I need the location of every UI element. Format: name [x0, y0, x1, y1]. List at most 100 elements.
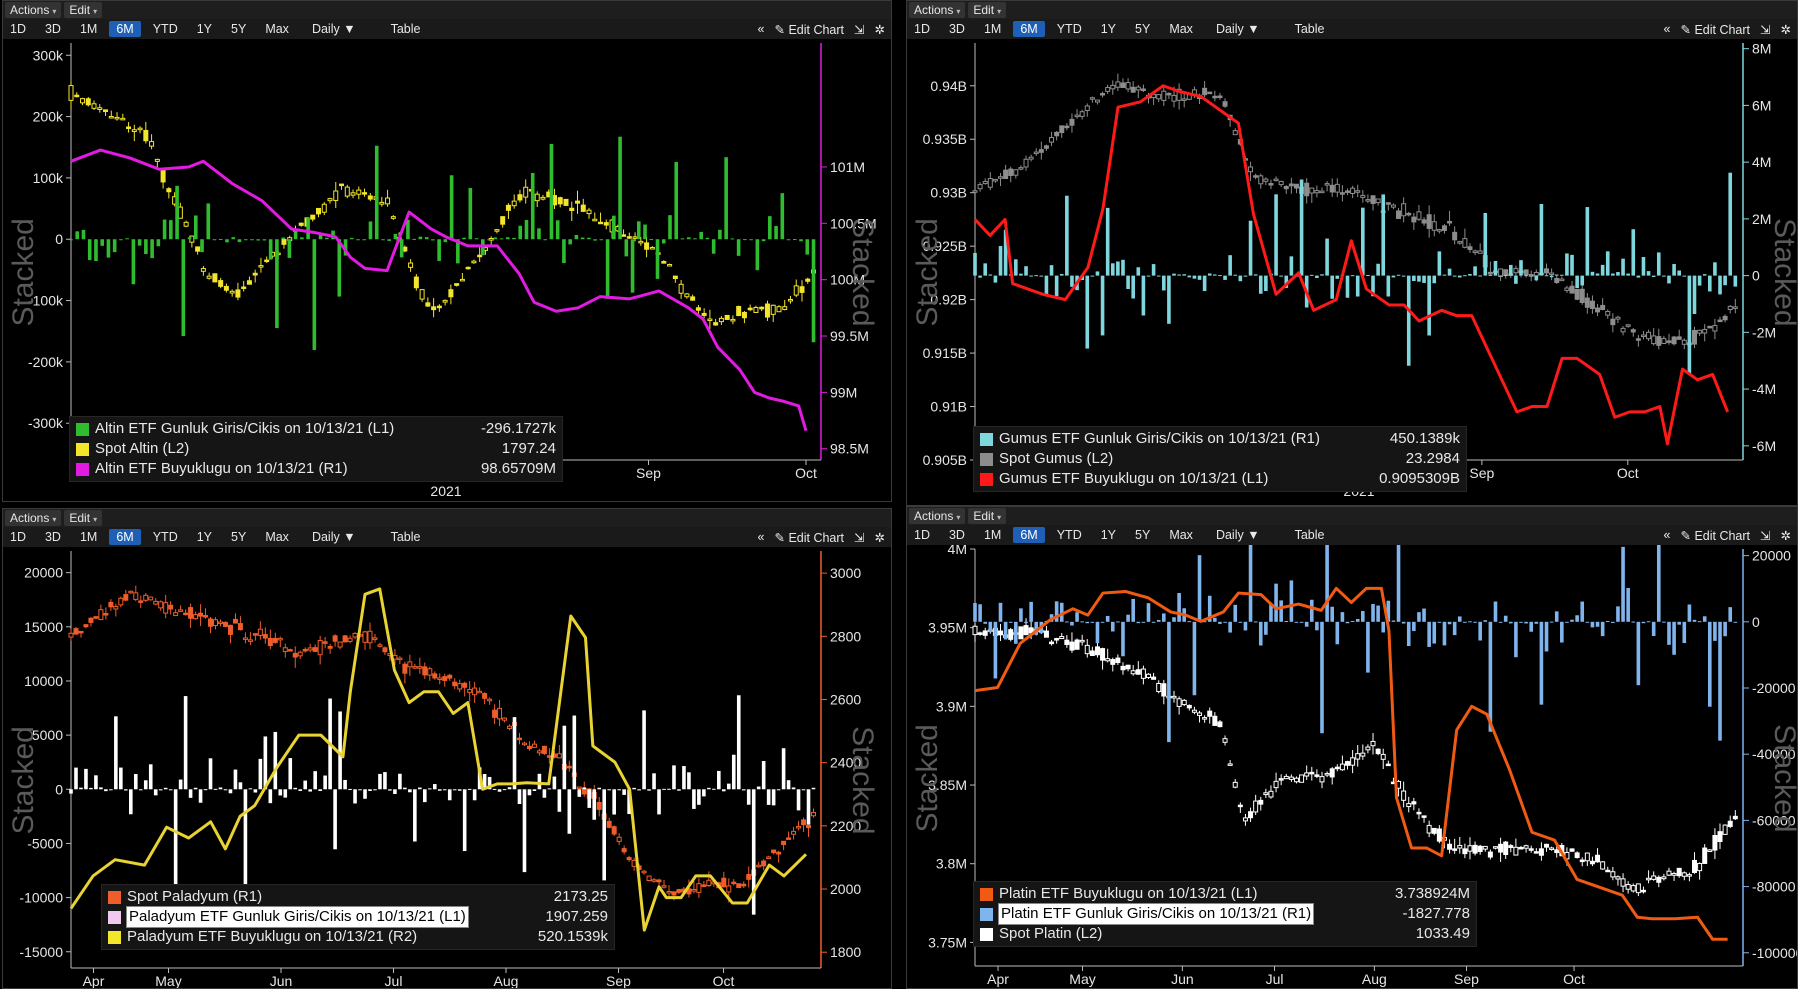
- period-button-1y[interactable]: 1Y: [1100, 22, 1117, 36]
- menu-actions[interactable]: Actions ▾: [5, 510, 62, 526]
- candle-body: [1345, 761, 1351, 766]
- frequency-dropdown[interactable]: Daily ▼: [305, 21, 363, 37]
- flow-bar: [437, 239, 441, 261]
- period-button-1y[interactable]: 1Y: [196, 530, 213, 544]
- period-button-max[interactable]: Max: [265, 530, 289, 544]
- period-button-ytd[interactable]: YTD: [152, 22, 178, 36]
- collapse-icon[interactable]: «: [757, 22, 765, 36]
- legend-entry[interactable]: Platin ETF Buyuklugu on 10/13/21 (L1) 3.7…: [980, 884, 1470, 904]
- edit-chart-button[interactable]: ✎ Edit Chart: [1680, 22, 1750, 37]
- menu-actions[interactable]: Actions ▾: [5, 2, 62, 18]
- menu-edit[interactable]: Edit ▾: [968, 2, 1007, 18]
- flow-bar: [1473, 266, 1477, 276]
- legend-entry[interactable]: Spot Platin (L2) 1033.49: [980, 924, 1470, 944]
- legend-entry[interactable]: Gumus ETF Gunluk Giris/Cikis on 10/13/21…: [980, 429, 1460, 449]
- period-button-1m[interactable]: 1M: [983, 528, 1002, 542]
- expand-icon[interactable]: ⇲: [854, 22, 865, 37]
- menu-edit[interactable]: Edit ▾: [64, 510, 103, 526]
- candle-body: [362, 192, 368, 195]
- collapse-icon[interactable]: «: [1663, 528, 1671, 542]
- candle-body: [1467, 845, 1473, 852]
- legend-entry[interactable]: Altin ETF Gunluk Giris/Cikis on 10/13/21…: [76, 419, 556, 439]
- menu-actions[interactable]: Actions ▾: [909, 508, 966, 524]
- expand-icon[interactable]: ⇲: [854, 530, 865, 545]
- period-button-1m[interactable]: 1M: [79, 530, 98, 544]
- period-button-ytd[interactable]: YTD: [152, 530, 178, 544]
- period-button-1d[interactable]: 1D: [10, 530, 26, 544]
- candle-body: [235, 289, 241, 298]
- period-button-1m[interactable]: 1M: [983, 22, 1002, 36]
- period-button-ytd[interactable]: YTD: [1056, 528, 1082, 542]
- period-button-1y[interactable]: 1Y: [196, 22, 213, 36]
- period-button-6m[interactable]: 6M: [109, 21, 141, 37]
- candle-body: [718, 317, 724, 323]
- table-button[interactable]: Table: [390, 22, 421, 36]
- gear-icon[interactable]: ✲: [874, 22, 885, 37]
- period-button-ytd[interactable]: YTD: [1056, 22, 1082, 36]
- frequency-dropdown[interactable]: Daily ▼: [1209, 21, 1267, 37]
- menu-actions[interactable]: Actions ▾: [909, 2, 966, 18]
- edit-chart-button[interactable]: ✎ Edit Chart: [774, 530, 844, 545]
- period-button-3d[interactable]: 3D: [948, 528, 965, 542]
- period-button-max[interactable]: Max: [1169, 528, 1193, 542]
- period-button-1d[interactable]: 1D: [914, 22, 930, 36]
- period-button-6m[interactable]: 6M: [109, 529, 141, 545]
- candle-body: [1370, 740, 1376, 747]
- legend-entry[interactable]: Spot Altin (L2) 1797.24: [76, 439, 556, 459]
- period-button-5y[interactable]: 5Y: [1135, 22, 1151, 36]
- candle-body: [93, 616, 99, 619]
- flow-bar: [104, 789, 108, 792]
- x-tick-label: Jun: [270, 973, 293, 988]
- legend-entry[interactable]: Paladyum ETF Gunluk Giris/Cikis on 10/13…: [108, 906, 608, 928]
- legend-entry[interactable]: Gumus ETF Buyuklugu on 10/13/21 (L1) 0.90…: [980, 469, 1460, 489]
- period-button-3d[interactable]: 3D: [44, 530, 61, 544]
- expand-icon[interactable]: ⇲: [1760, 528, 1771, 543]
- period-button-3d[interactable]: 3D: [948, 22, 965, 36]
- candle-body: [477, 690, 483, 694]
- legend-entry[interactable]: Altin ETF Buyuklugu on 10/13/21 (R1) 98.6…: [76, 459, 556, 479]
- legend-label: Altin ETF Gunluk Giris/Cikis on 10/13/21…: [95, 420, 395, 437]
- collapse-icon[interactable]: «: [757, 530, 765, 544]
- table-button[interactable]: Table: [1294, 528, 1325, 542]
- frequency-dropdown[interactable]: Daily ▼: [305, 529, 363, 545]
- period-button-3d[interactable]: 3D: [44, 22, 61, 36]
- period-button-5y[interactable]: 5Y: [1135, 528, 1151, 542]
- gear-icon[interactable]: ✲: [1780, 22, 1791, 37]
- edit-chart-button[interactable]: ✎ Edit Chart: [774, 22, 844, 37]
- period-button-max[interactable]: Max: [265, 22, 289, 36]
- candle-body: [267, 637, 273, 647]
- table-button[interactable]: Table: [1294, 22, 1325, 36]
- legend-entry[interactable]: Spot Gumus (L2) 23.2984: [980, 449, 1460, 469]
- legend-entry[interactable]: Spot Paladyum (R1) 2173.25: [108, 887, 608, 907]
- legend-entry[interactable]: Paladyum ETF Buyuklugu on 10/13/21 (R2) 5…: [108, 927, 608, 947]
- period-button-6m[interactable]: 6M: [1013, 21, 1045, 37]
- menu-edit[interactable]: Edit ▾: [968, 508, 1007, 524]
- menu-edit[interactable]: Edit ▾: [64, 2, 103, 18]
- gear-icon[interactable]: ✲: [1780, 528, 1791, 543]
- period-button-1d[interactable]: 1D: [10, 22, 26, 36]
- period-button-5y[interactable]: 5Y: [231, 22, 247, 36]
- flow-bar: [100, 239, 104, 246]
- candle-body: [1008, 629, 1014, 640]
- flow-bar: [293, 230, 298, 240]
- candle-body: [1181, 98, 1187, 101]
- period-button-max[interactable]: Max: [1169, 22, 1193, 36]
- period-button-5y[interactable]: 5Y: [231, 530, 247, 544]
- table-button[interactable]: Table: [390, 530, 421, 544]
- candle-body: [1283, 186, 1289, 190]
- period-button-1y[interactable]: 1Y: [1100, 528, 1117, 542]
- candle-body: [1498, 843, 1504, 853]
- right-tick-label: 0: [1752, 268, 1760, 284]
- flow-bar: [1059, 274, 1064, 276]
- flow-bar: [1636, 275, 1641, 278]
- gear-icon[interactable]: ✲: [874, 530, 885, 545]
- legend-entry[interactable]: Platin ETF Gunluk Giris/Cikis on 10/13/2…: [980, 903, 1470, 925]
- collapse-icon[interactable]: «: [1663, 22, 1671, 36]
- frequency-dropdown[interactable]: Daily ▼: [1209, 527, 1267, 543]
- pencil-icon: ✎: [774, 22, 789, 37]
- period-button-6m[interactable]: 6M: [1013, 527, 1045, 543]
- period-button-1m[interactable]: 1M: [79, 22, 98, 36]
- period-button-1d[interactable]: 1D: [914, 528, 930, 542]
- edit-chart-button[interactable]: ✎ Edit Chart: [1680, 528, 1750, 543]
- expand-icon[interactable]: ⇲: [1760, 22, 1771, 37]
